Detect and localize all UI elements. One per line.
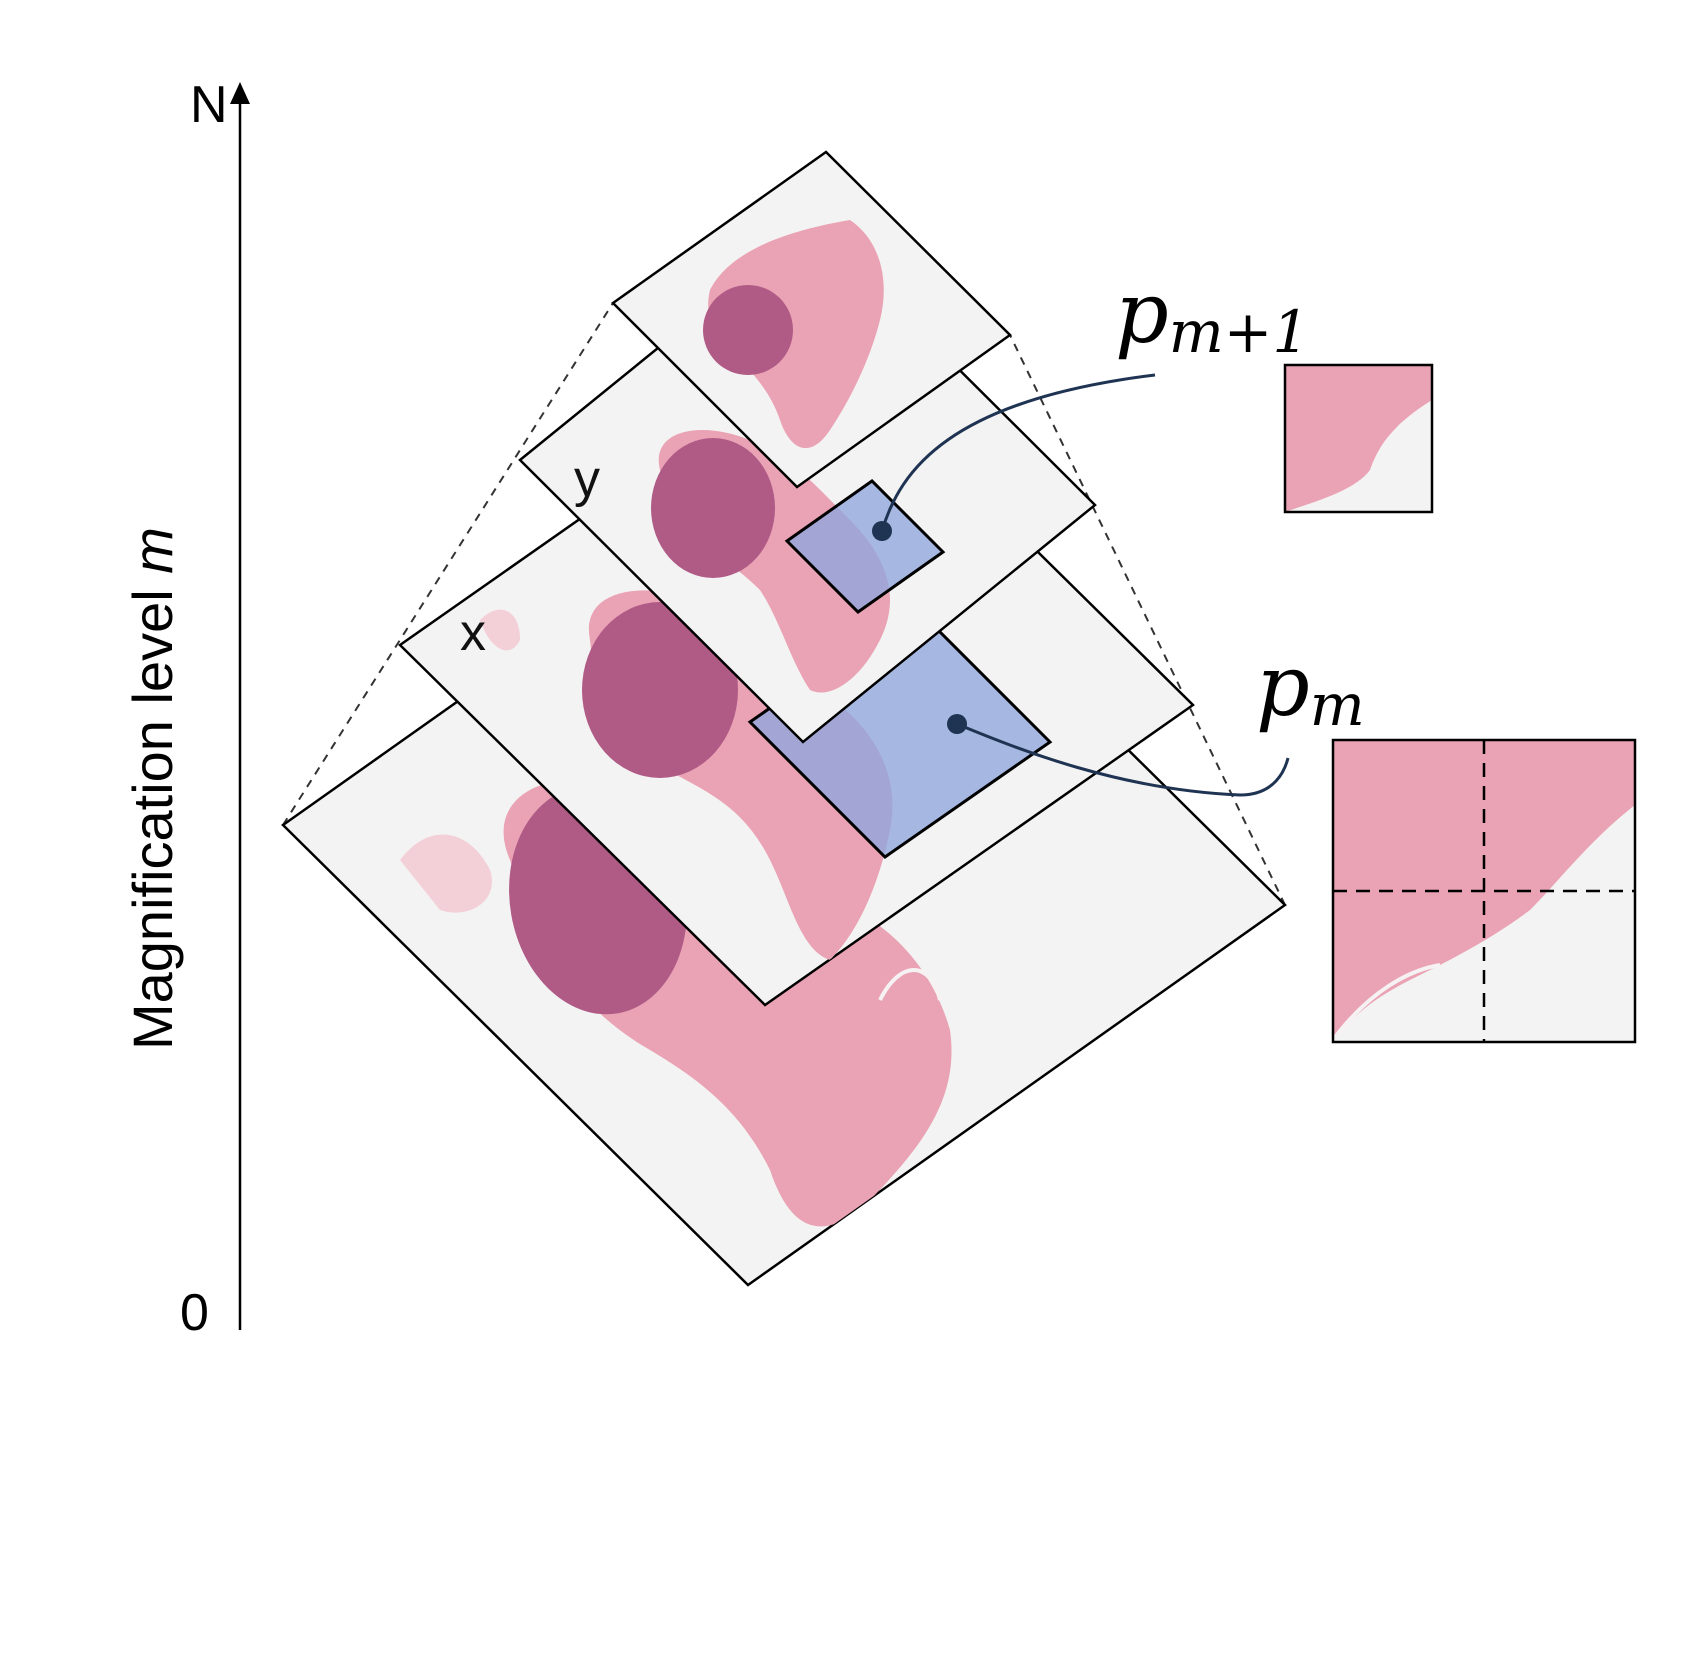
slide-level-3: [611, 150, 1012, 489]
axis-top-label: N: [190, 76, 228, 134]
axis-title: Magnification level m: [121, 527, 184, 1050]
patch-pm-thumbnail: [1331, 738, 1637, 1044]
patch-pm1-label: pm+1: [1115, 264, 1309, 366]
coord-x-label: x: [460, 604, 486, 662]
coord-y-label: y: [574, 450, 600, 508]
axis-arrow-icon: [230, 82, 250, 104]
connectors: [880, 373, 1290, 797]
connector-pm1: [880, 373, 1156, 532]
patch-pm-label: pm: [1256, 637, 1365, 739]
connector-pm: [956, 722, 1290, 797]
magnification-axis: N 0 Magnification level m: [121, 76, 250, 1342]
axis-bottom-label: 0: [180, 1284, 209, 1342]
patch-pm1-thumbnail: [1283, 363, 1434, 514]
